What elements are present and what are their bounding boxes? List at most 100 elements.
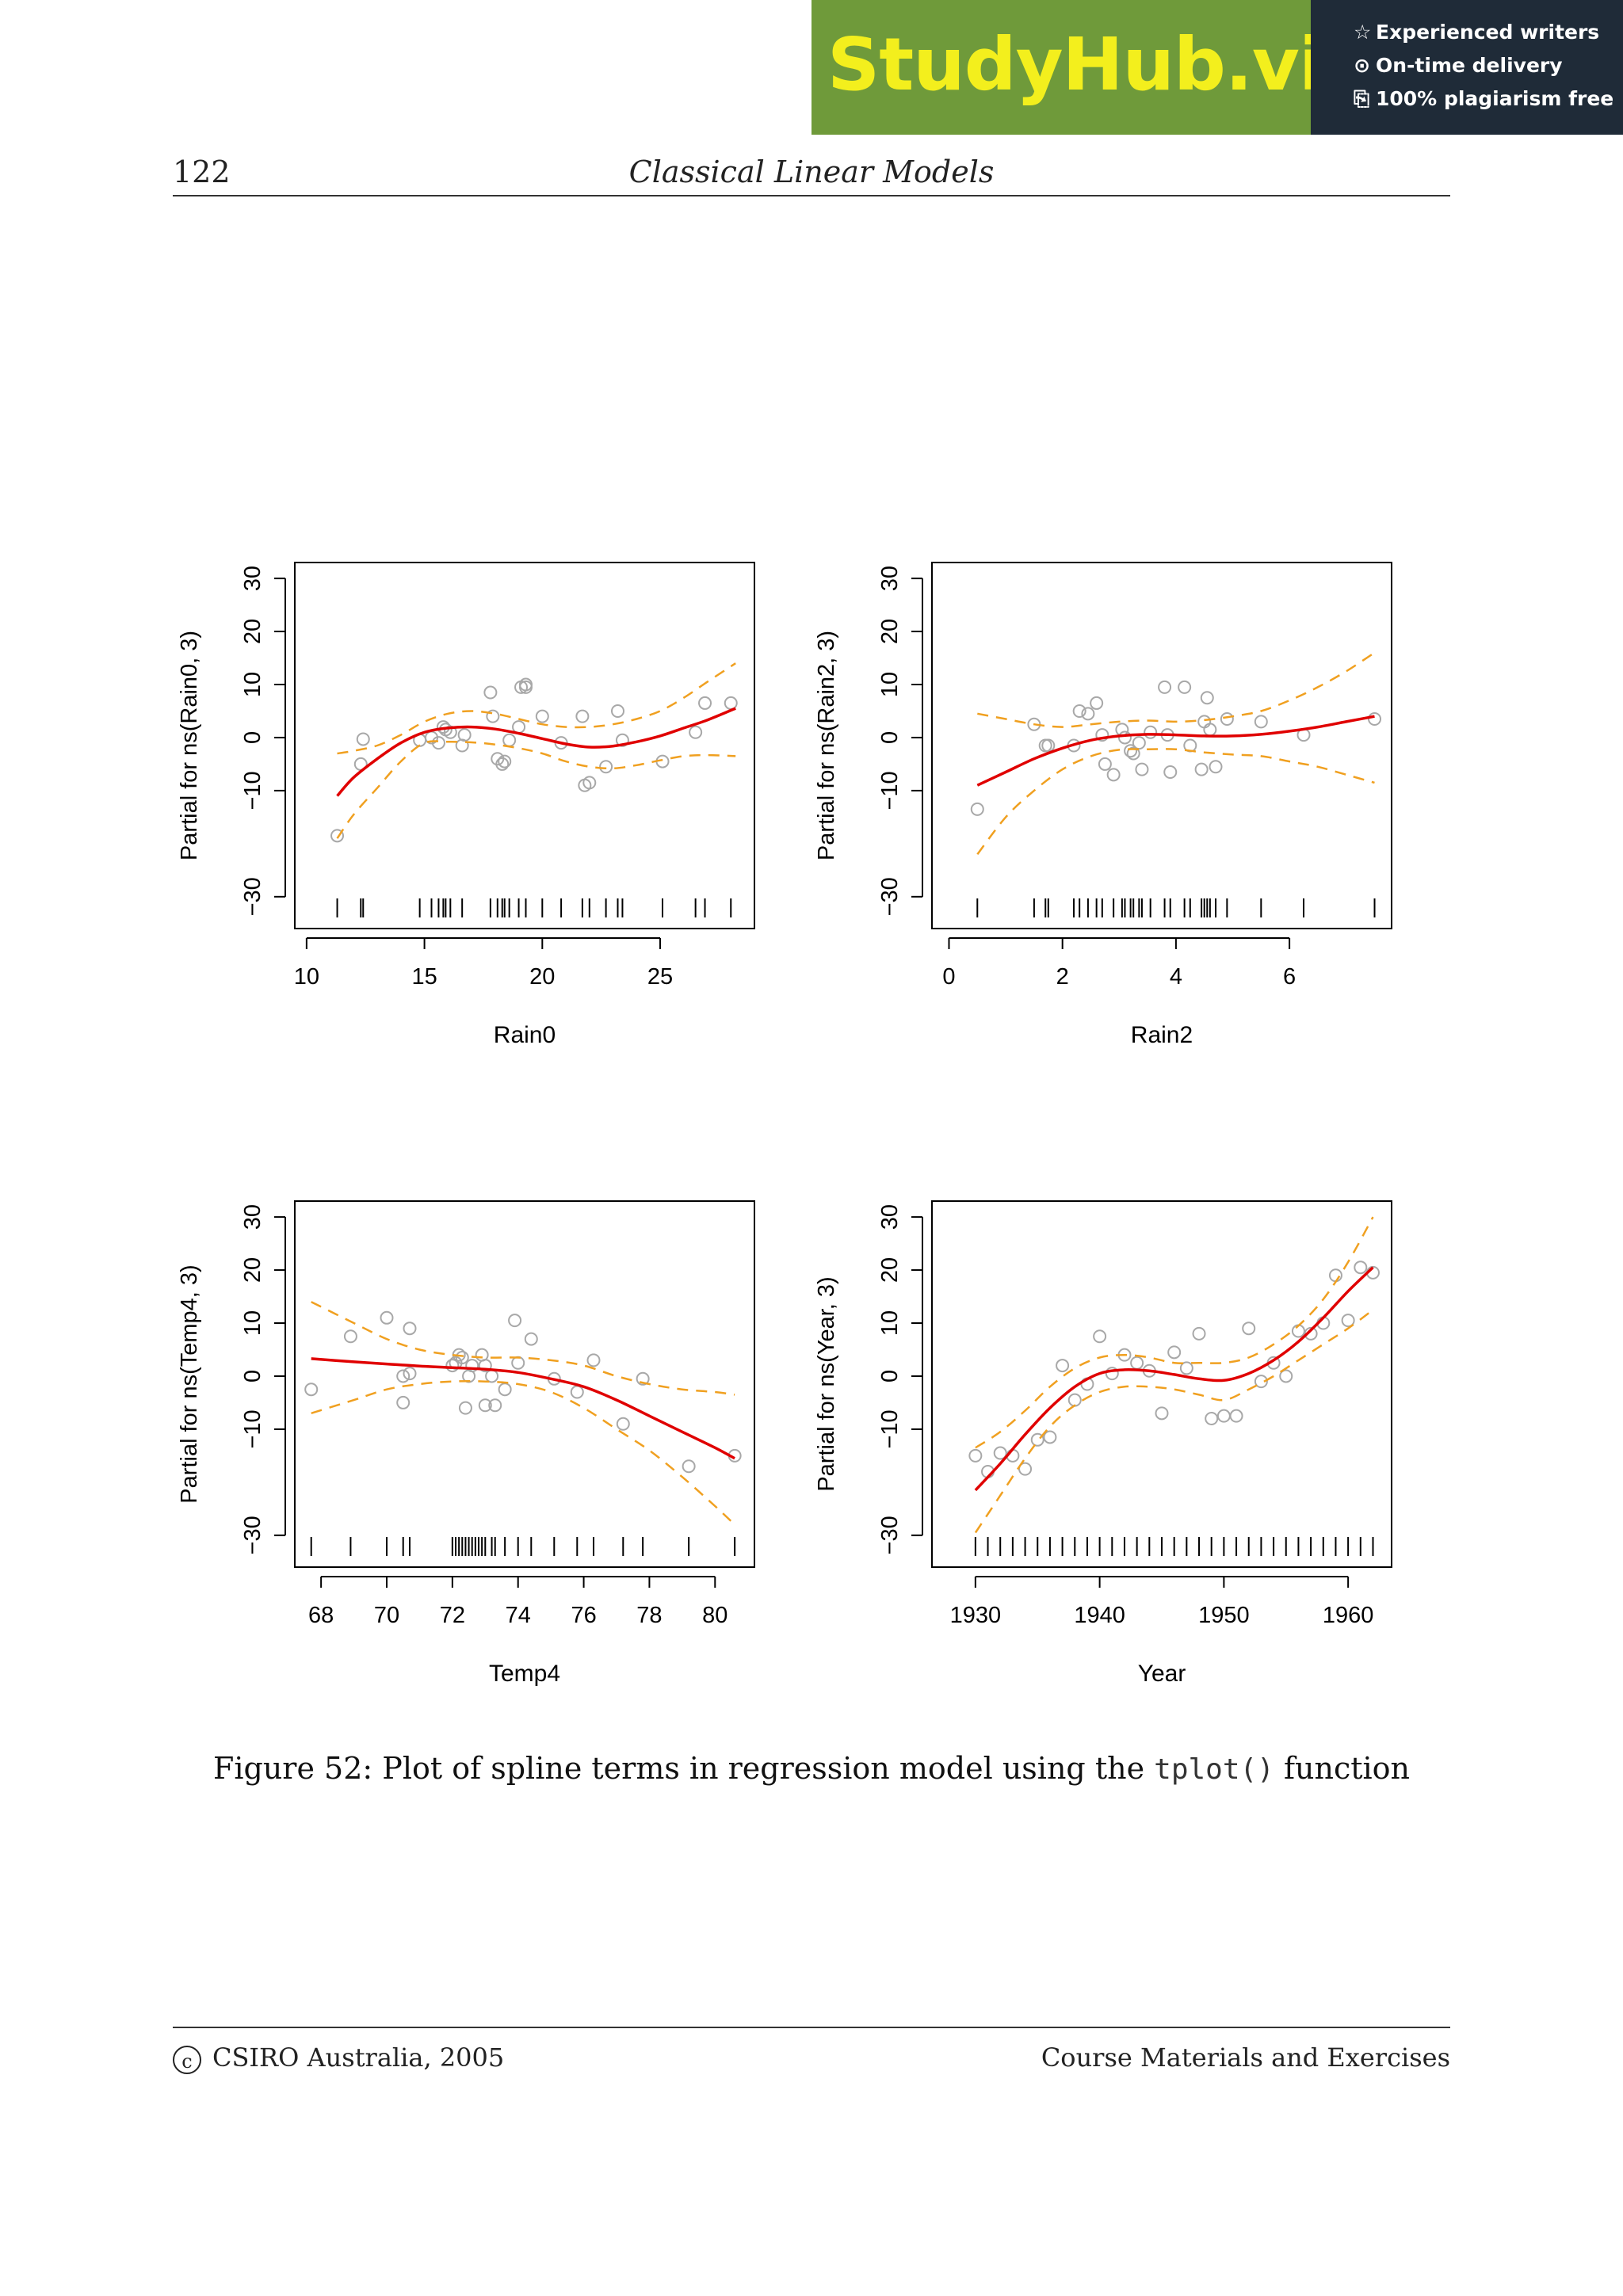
data-point (570, 1385, 584, 1399)
data-point (511, 1356, 525, 1370)
studyhub-logo: StudyHub.vip (827, 22, 1375, 107)
data-point (356, 732, 370, 746)
data-point (1081, 707, 1095, 721)
y-tick-label: 30 (877, 566, 903, 591)
x-tick-label: 25 (647, 964, 673, 990)
y-tick-label: 20 (877, 619, 903, 644)
data-point (599, 760, 613, 774)
banner-feature-1: ☆ Experienced writers (1354, 21, 1600, 44)
data-point (1095, 728, 1109, 742)
data-point (993, 1446, 1007, 1460)
data-point (1194, 762, 1209, 776)
data-point (1041, 738, 1056, 753)
banner-feature-3: ⎘ 100% plagiarism free (1354, 87, 1614, 110)
data-point (458, 1401, 472, 1415)
chart-svg: 10 15 20 25 Rain0 −30 −10 0 10 20 30 Partial for ns… (177, 562, 755, 1048)
x-tick-label: 20 (529, 964, 555, 990)
data-point (1155, 1406, 1169, 1421)
data-point (535, 709, 549, 723)
x-tick-label: 80 (702, 1603, 727, 1628)
lower-band-line (976, 748, 1375, 856)
upper-band-line (311, 1301, 735, 1396)
fitted-spline-line (974, 1266, 1374, 1492)
data-point (1197, 715, 1212, 729)
footer-left: c CSIRO Australia, 2005 (173, 2042, 504, 2074)
data-point (1229, 1409, 1243, 1423)
chart-panel-rain2: 0 2 4 6 Rain2 −30 −10 0 10 20 30 Partial for ns(Rai… (802, 539, 1436, 1173)
chart-panel-temp4: 68 70 72 74 76 78 80 Temp4 −30 −10 0 10 20 30 Partial … (165, 1177, 799, 1811)
data-point (1158, 680, 1172, 694)
data-point (1328, 1268, 1342, 1283)
plot-frame (294, 1200, 755, 1568)
x-tick-label: 1960 (1323, 1603, 1374, 1628)
data-point (1117, 730, 1132, 745)
data-point (380, 1310, 394, 1325)
y-tick-label: −30 (877, 1516, 903, 1554)
data-point (495, 757, 510, 771)
plot-frame (931, 562, 1392, 929)
y-tick-label: 30 (240, 1204, 265, 1230)
y-tick-label: −10 (877, 771, 903, 810)
y-tick-label: 0 (877, 731, 903, 744)
data-point (586, 1353, 601, 1367)
data-point (698, 696, 712, 710)
data-point (396, 1369, 411, 1383)
data-point (1200, 691, 1214, 705)
y-tick-label: −10 (240, 1409, 265, 1448)
copy-icon: ⎘ (1354, 87, 1370, 110)
y-axis-label: Partial for ns(Temp4, 3) (177, 1264, 202, 1503)
x-tick-label: 1940 (1074, 1603, 1125, 1628)
data-point (524, 1332, 538, 1346)
chart-panel-year: 1930 1940 1950 1960 Year −30 −10 0 10 20 30 Partial… (802, 1177, 1436, 1811)
upper-band-line (977, 651, 1376, 728)
y-axis-label: Partial for ns(Year, 3) (814, 1276, 839, 1491)
x-tick-label: 76 (571, 1603, 596, 1628)
lower-band-line (311, 1380, 735, 1526)
x-tick-label: 1930 (950, 1603, 1002, 1628)
ad-banner[interactable]: StudyHub.vip ☆ Experienced writers ⊙ On-ti… (812, 0, 1623, 135)
data-point (488, 1398, 502, 1413)
copyright-icon: c (173, 2045, 201, 2074)
data-point (1093, 1329, 1107, 1344)
y-tick-label: −30 (240, 877, 265, 916)
upper-band-line (975, 1216, 1374, 1449)
data-point (1132, 736, 1146, 750)
x-tick-label: 1950 (1198, 1603, 1250, 1628)
lower-band-line (336, 740, 736, 839)
data-point (970, 802, 984, 816)
data-point (486, 709, 500, 723)
data-point (403, 1322, 417, 1336)
data-point (502, 733, 517, 747)
y-tick-label: 30 (240, 566, 265, 591)
x-tick-label: 78 (636, 1603, 662, 1628)
caption-code: tplot() (1154, 1753, 1274, 1786)
x-tick-label: 15 (411, 964, 437, 990)
data-point (1254, 1375, 1268, 1389)
data-point (498, 1383, 512, 1397)
data-point (1304, 1326, 1318, 1341)
plot-frame (931, 1200, 1392, 1568)
x-axis-label: Temp4 (489, 1661, 560, 1687)
header-rule (173, 195, 1450, 196)
data-point (1124, 744, 1138, 758)
y-axis-label: Partial for ns(Rain2, 3) (814, 631, 839, 860)
data-point (1030, 1432, 1044, 1447)
star-icon: ☆ (1354, 21, 1372, 44)
y-tick-label: 10 (240, 672, 265, 697)
data-point (615, 733, 629, 747)
y-tick-label: −10 (240, 771, 265, 810)
data-point (1018, 1462, 1033, 1476)
data-point (1354, 1261, 1368, 1275)
chart-svg: 0 2 4 6 Rain2 −30 −10 0 10 20 30 Partial for ns(Rai… (814, 562, 1392, 1048)
y-tick-label: 0 (240, 1370, 265, 1383)
data-point (1106, 768, 1121, 782)
data-point (1126, 746, 1140, 761)
data-point (1038, 738, 1052, 753)
fitted-spline-line (336, 707, 736, 797)
data-point (518, 680, 533, 694)
data-point (396, 1395, 411, 1409)
x-tick-label: 10 (294, 964, 319, 990)
y-axis-label: Partial for ns(Rain0, 3) (177, 631, 202, 860)
data-point (498, 754, 512, 769)
data-point (1179, 1361, 1193, 1375)
